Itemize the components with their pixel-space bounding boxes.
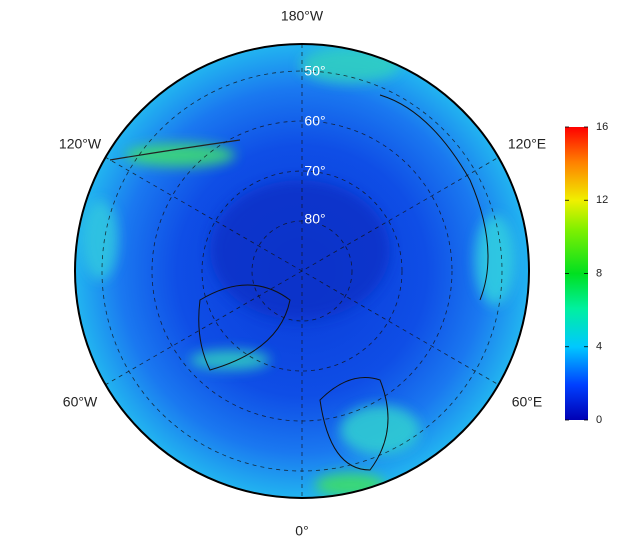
graticule: [101, 44, 503, 498]
lon-label: 60°W: [63, 394, 98, 410]
colorbar-tick-label: 16: [596, 121, 608, 133]
lon-label: 180°W: [281, 8, 324, 24]
colorbar-tick-label: 0: [596, 414, 602, 426]
colorbar: [565, 127, 588, 420]
lat-label: 70°: [304, 163, 325, 179]
lon-label: 0°: [295, 523, 308, 539]
colorbar-ticks: 0 4 8 12 16: [565, 121, 608, 426]
lon-label: 120°W: [59, 136, 102, 152]
lat-label: 80°: [304, 211, 325, 227]
colorbar-tick-label: 8: [596, 267, 602, 279]
lon-label: 60°E: [512, 394, 543, 410]
colorbar-tick-label: 4: [596, 341, 602, 353]
colorbar-tick-label: 12: [596, 194, 608, 206]
lat-label: 60°: [304, 113, 325, 129]
lon-label: 120°E: [508, 136, 546, 152]
lat-label: 50°: [304, 63, 325, 79]
map-border: [74, 43, 530, 499]
